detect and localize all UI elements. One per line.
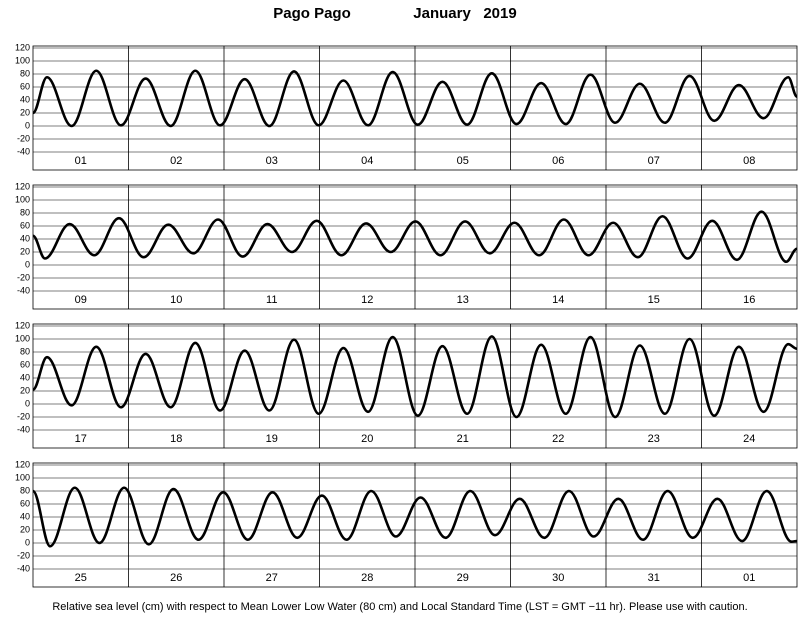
x-tick-label: 22 [552, 433, 564, 445]
y-tick-label: 20 [20, 246, 30, 256]
y-tick-label: 60 [20, 359, 30, 369]
x-tick-label: 07 [648, 155, 660, 167]
caption: Relative sea level (cm) with respect to … [52, 601, 747, 613]
y-tick-label: 0 [25, 259, 30, 269]
y-tick-label: 40 [20, 94, 30, 104]
x-tick-label: 04 [361, 155, 373, 167]
y-tick-label: 60 [20, 498, 30, 508]
y-tick-label: 0 [25, 537, 30, 547]
y-tick-label: 40 [20, 372, 30, 382]
x-tick-label: 02 [170, 155, 182, 167]
y-tick-label: 0 [25, 120, 30, 130]
y-tick-label: 20 [20, 107, 30, 117]
x-tick-label: 30 [552, 572, 564, 584]
y-tick-label: 40 [20, 233, 30, 243]
y-tick-label: 60 [20, 220, 30, 230]
x-tick-label: 19 [266, 433, 278, 445]
x-tick-label: 10 [170, 294, 182, 306]
y-tick-label: 120 [15, 459, 30, 469]
y-tick-label: 0 [25, 398, 30, 408]
x-tick-label: 01 [743, 572, 755, 584]
y-tick-label: 120 [15, 42, 30, 52]
x-tick-label: 03 [266, 155, 278, 167]
x-tick-label: 08 [743, 155, 755, 167]
x-tick-label: 11 [266, 294, 277, 306]
y-tick-label: 20 [20, 524, 30, 534]
y-tick-label: 100 [15, 472, 30, 482]
x-tick-label: 15 [648, 294, 660, 306]
x-tick-label: 27 [266, 572, 278, 584]
x-tick-label: 31 [648, 572, 660, 584]
x-tick-label: 05 [457, 155, 469, 167]
y-tick-label: 60 [20, 81, 30, 91]
y-tick-label: 80 [20, 346, 30, 356]
x-tick-label: 06 [552, 155, 564, 167]
x-tick-label: 17 [75, 433, 87, 445]
y-tick-label: -40 [17, 285, 30, 295]
x-tick-label: 12 [361, 294, 373, 306]
x-tick-label: 26 [170, 572, 182, 584]
x-tick-label: 13 [457, 294, 469, 306]
y-tick-label: -40 [17, 563, 30, 573]
x-tick-label: 24 [743, 433, 755, 445]
y-tick-label: 80 [20, 207, 30, 217]
x-tick-label: 14 [552, 294, 564, 306]
x-tick-label: 29 [457, 572, 469, 584]
x-tick-label: 28 [361, 572, 373, 584]
x-tick-label: 20 [361, 433, 373, 445]
tide-line [31, 335, 798, 419]
y-tick-label: -20 [17, 133, 30, 143]
x-tick-label: 23 [648, 433, 660, 445]
tide-line [31, 486, 798, 548]
tide-line [32, 210, 798, 264]
x-tick-label: 01 [75, 155, 87, 167]
y-tick-label: -40 [17, 424, 30, 434]
y-tick-label: 100 [15, 194, 30, 204]
y-tick-label: -20 [17, 411, 30, 421]
y-tick-label: 20 [20, 385, 30, 395]
y-tick-label: 120 [15, 181, 30, 191]
y-tick-label: 80 [20, 68, 30, 78]
x-tick-label: 21 [457, 433, 469, 445]
y-tick-label: 40 [20, 511, 30, 521]
x-tick-label: 25 [75, 572, 87, 584]
y-tick-label: 120 [15, 320, 30, 330]
y-tick-label: 100 [15, 333, 30, 343]
y-tick-label: -20 [17, 272, 30, 282]
tide-line [31, 69, 798, 128]
y-tick-label: -20 [17, 550, 30, 560]
x-tick-label: 09 [75, 294, 87, 306]
x-tick-label: 16 [743, 294, 755, 306]
chart-subtitle: January 2019 [413, 5, 516, 22]
y-tick-label: -40 [17, 146, 30, 156]
y-tick-label: 100 [15, 55, 30, 65]
chart-title: Pago Pago [273, 5, 351, 22]
x-tick-label: 18 [170, 433, 182, 445]
y-tick-label: 80 [20, 485, 30, 495]
